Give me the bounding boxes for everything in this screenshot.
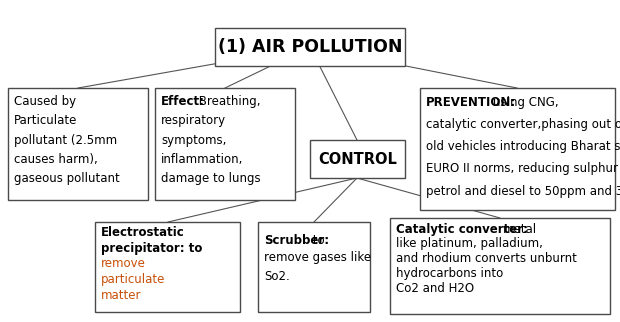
Text: (1) AIR POLLUTION: (1) AIR POLLUTION [218,38,402,56]
Text: Scrubber:: Scrubber: [264,233,329,247]
Text: particulate: particulate [101,273,166,286]
Text: PREVENTION:: PREVENTION: [426,96,516,109]
Text: old vehicles introducing Bharat stage: old vehicles introducing Bharat stage [426,140,620,153]
Text: like platinum, palladium,: like platinum, palladium, [396,237,543,250]
Text: Caused by: Caused by [14,95,76,108]
Text: using CNG,: using CNG, [493,96,559,109]
Text: inflammation,: inflammation, [161,153,244,166]
Text: respiratory: respiratory [161,114,226,127]
Text: Catalytic converter:: Catalytic converter: [396,223,528,236]
Text: Particulate: Particulate [14,114,78,127]
Bar [310,140,405,178]
Text: So2.: So2. [264,270,290,282]
Text: precipitator: to: precipitator: to [101,242,202,255]
Text: CONTROL: CONTROL [318,151,397,166]
Text: gaseous pollutant: gaseous pollutant [14,172,120,185]
Text: Effect:: Effect: [161,95,205,108]
Text: remove gases like: remove gases like [264,251,371,264]
Text: Electrostatic: Electrostatic [101,226,185,239]
Bar [95,222,240,312]
Bar [155,88,295,200]
Text: matter: matter [101,289,141,302]
Text: and rhodium converts unburnt: and rhodium converts unburnt [396,252,577,265]
Bar [215,28,405,66]
Text: EURO II norms, reducing sulphur in: EURO II norms, reducing sulphur in [426,163,620,175]
Text: metal: metal [503,223,537,236]
Text: Co2 and H2O: Co2 and H2O [396,282,474,295]
Text: Breathing,: Breathing, [195,95,260,108]
Bar [390,218,610,314]
Text: petrol and diesel to 50ppm and 35%: petrol and diesel to 50ppm and 35% [426,185,620,198]
Text: to: to [309,233,325,247]
Bar [258,222,370,312]
Text: symptoms,: symptoms, [161,134,226,147]
Bar [420,88,615,210]
Bar [8,88,148,200]
Text: damage to lungs: damage to lungs [161,172,260,185]
Text: remove: remove [101,257,146,270]
Text: catalytic converter,phasing out of: catalytic converter,phasing out of [426,118,620,131]
Text: pollutant (2.5mm: pollutant (2.5mm [14,134,117,147]
Text: causes harm),: causes harm), [14,153,98,166]
Text: hydrocarbons into: hydrocarbons into [396,267,503,280]
